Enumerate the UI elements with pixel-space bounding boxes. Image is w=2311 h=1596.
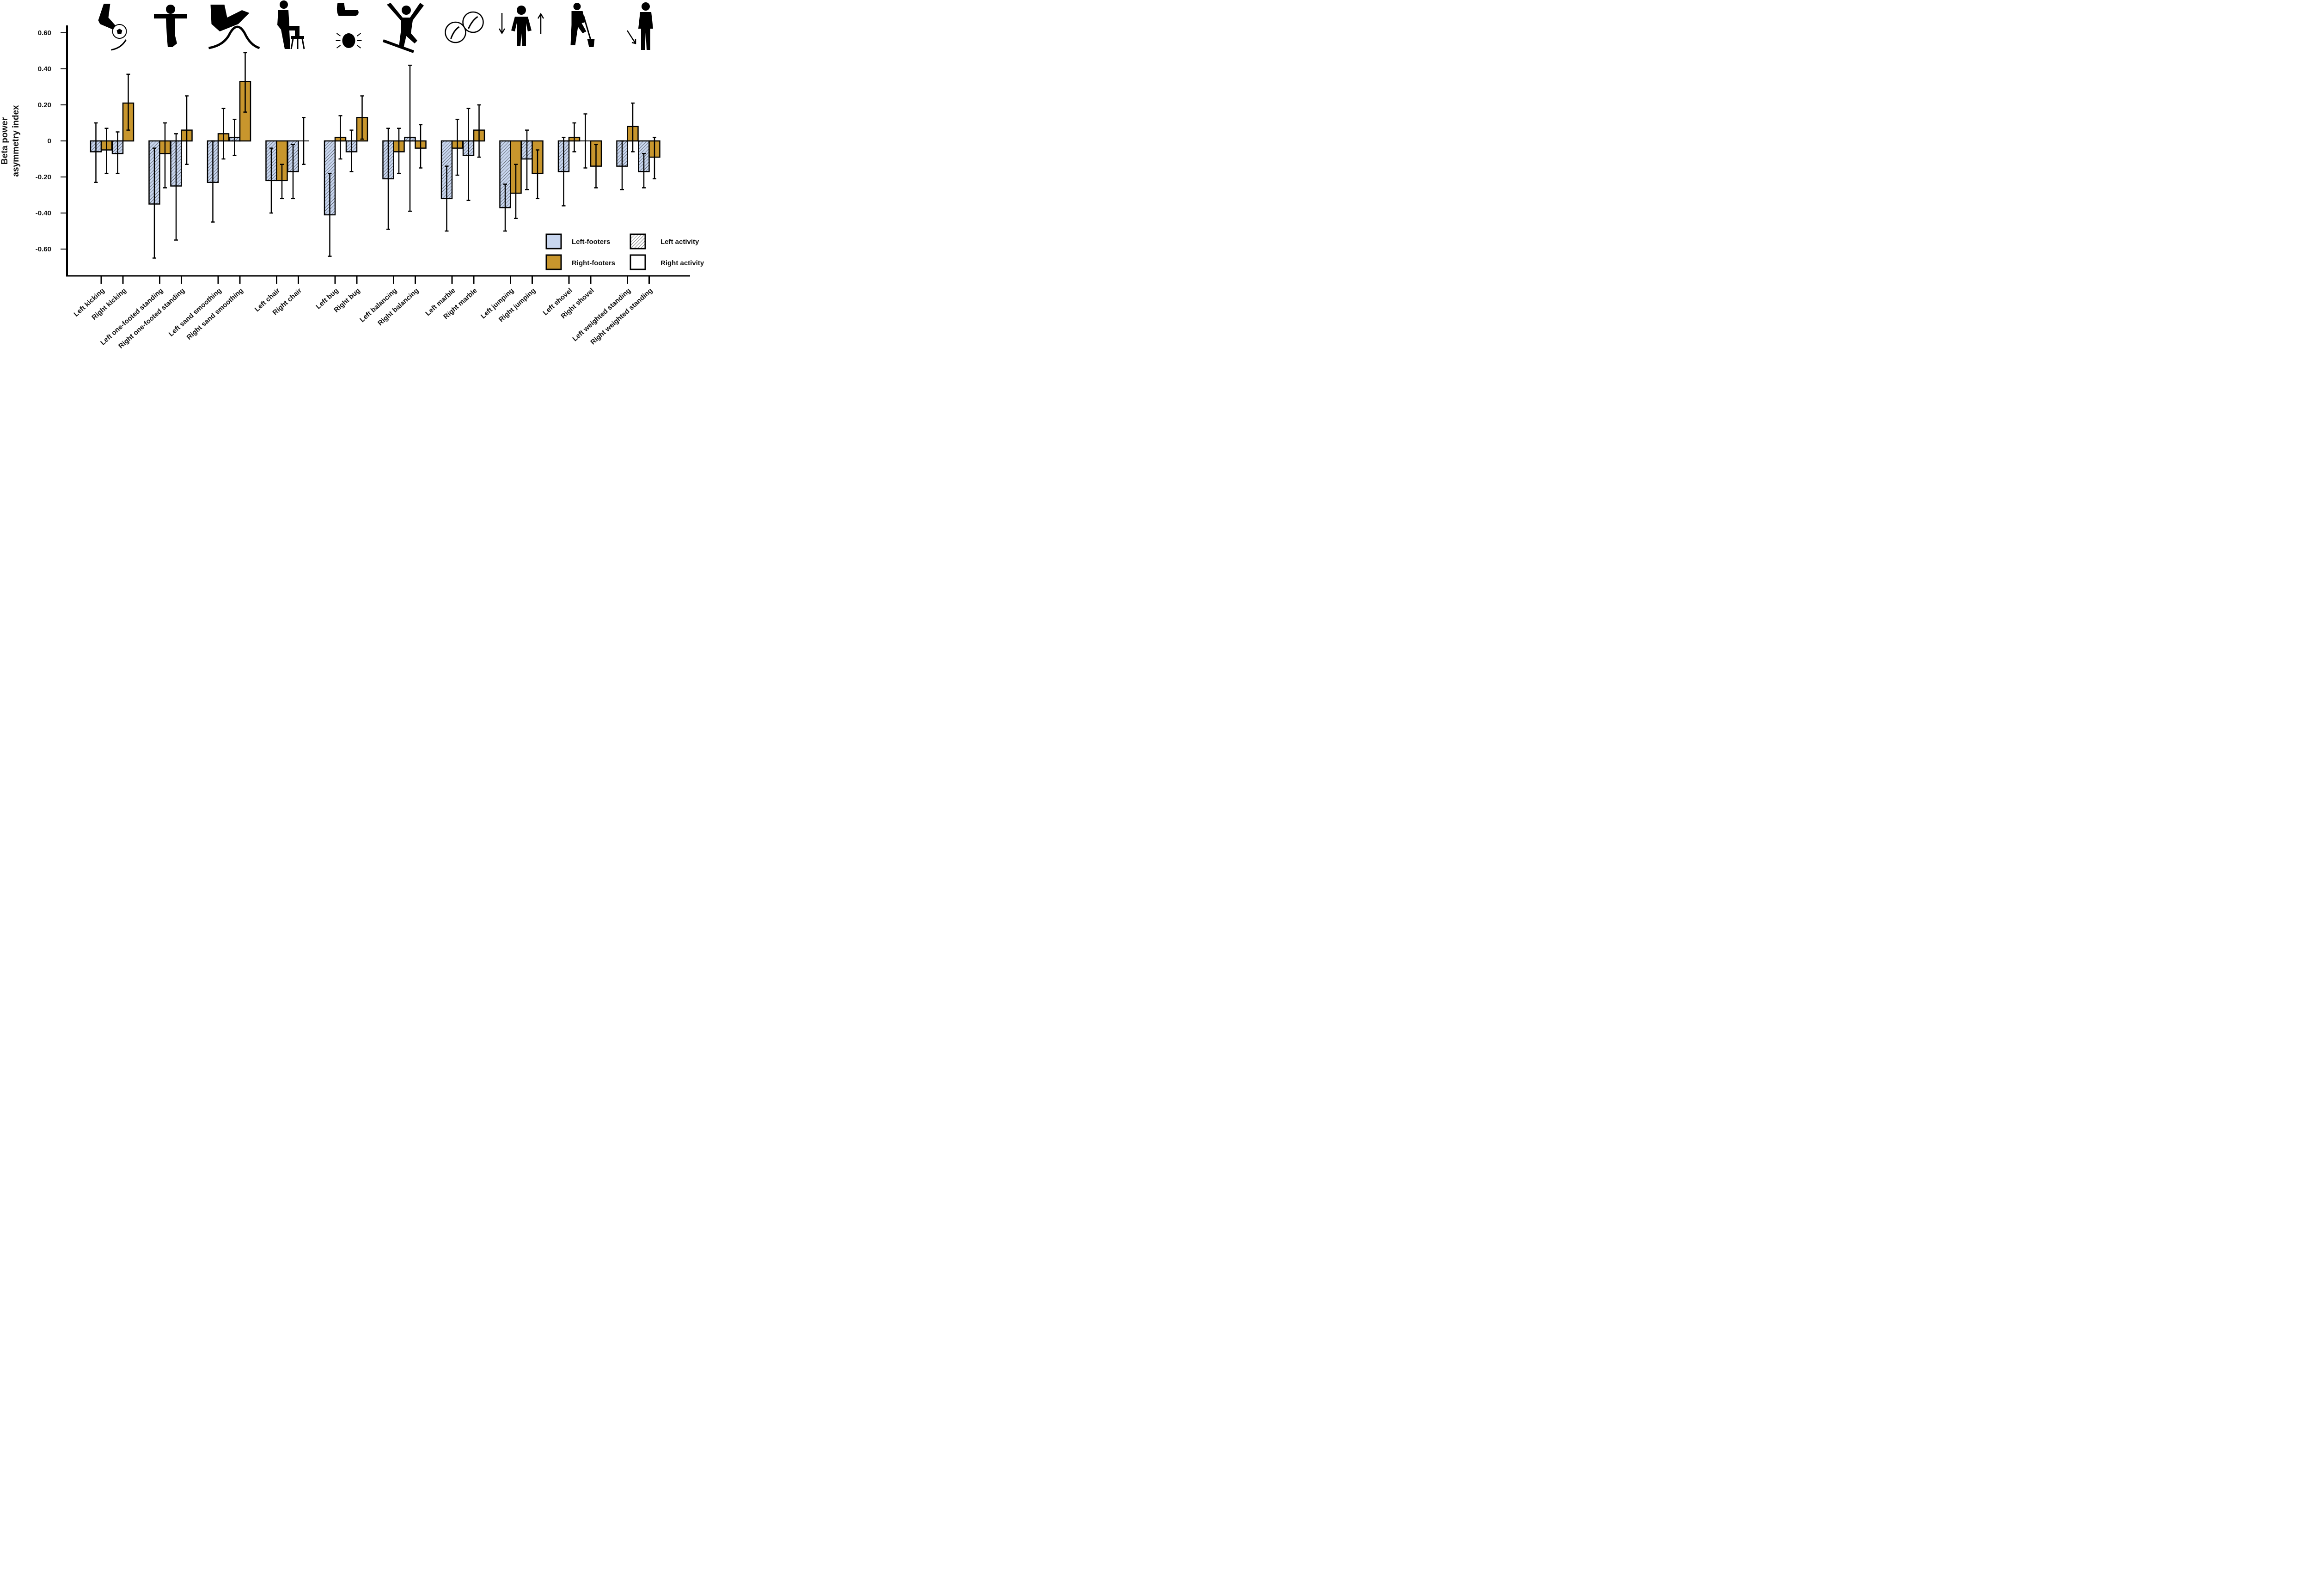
y-ticks: 0.60 0.40 0.20 0 -0.20 -0.40 -0.60	[36, 29, 67, 253]
error-bar-left-footers	[503, 183, 507, 232]
error-bar-left-footers	[94, 122, 98, 183]
error-bar-left-footers	[386, 128, 390, 230]
legend-swatch-left-footers	[545, 233, 562, 250]
error-bar-left-footers	[174, 133, 178, 241]
foot-bug-icon	[336, 3, 362, 49]
y-tick-label: -0.60	[36, 245, 51, 253]
error-bar-left-footers	[562, 136, 566, 207]
y-tick-label: 0.60	[38, 29, 51, 37]
error-bar-right-footers	[594, 144, 598, 189]
legend-item-left-activity: Left activity	[630, 233, 699, 250]
marbles-icon	[445, 11, 484, 43]
error-bar-left-footers	[525, 129, 529, 190]
x-tick-label: Right balancing	[376, 286, 420, 327]
error-bar-right-footers	[536, 149, 539, 200]
error-bar-left-footers	[408, 64, 412, 212]
error-bar-right-footers	[419, 124, 422, 169]
error-bar-left-footers	[642, 153, 646, 189]
kicking-ball-icon	[98, 4, 127, 51]
error-bar-right-footers	[631, 102, 635, 152]
legend-swatch-left-activity	[630, 233, 646, 250]
legend-item-right-footers: Right-footers	[545, 254, 615, 270]
error-bar-right-footers	[477, 104, 481, 158]
y-tick-label: -0.20	[36, 173, 51, 181]
legend-label-left-footers: Left-footers	[572, 238, 610, 246]
error-bar-left-footers	[153, 147, 156, 259]
y-axis-label-line-1: Beta power	[0, 117, 10, 164]
legend-label-right-footers: Right-footers	[572, 259, 615, 267]
error-bar-left-footers	[269, 147, 273, 214]
y-tick-label: 0	[48, 137, 51, 145]
error-bar-right-footers	[104, 128, 109, 174]
y-tick-label: -0.40	[36, 209, 51, 217]
legend-label-right-activity: Right activity	[660, 259, 704, 267]
error-bar-right-footers	[280, 164, 284, 200]
error-bar-left-footers	[116, 131, 120, 174]
error-bar-left-footers	[232, 118, 237, 156]
y-tick-label: 0.40	[38, 65, 51, 73]
y-axis-label-line-2: asymmetry index	[11, 105, 21, 177]
x-tick-label: Left balancing	[358, 286, 398, 324]
error-bar-right-footers	[243, 52, 247, 113]
error-bar-right-footers	[514, 164, 518, 219]
y-tick-label: 0.20	[38, 101, 51, 109]
weighted-standing-icon	[626, 2, 653, 50]
legend-label-left-activity: Left activity	[660, 238, 699, 246]
error-bar-right-footers	[572, 122, 576, 152]
error-bar-left-footers	[583, 113, 587, 169]
error-bar-left-footers	[291, 144, 295, 200]
bar-chart: Beta power asymmetry index 0.600.400.200…	[0, 0, 704, 350]
error-bar-right-footers	[126, 73, 130, 131]
activity-icons	[98, 0, 653, 53]
y-axis-label: Beta power asymmetry index	[0, 105, 21, 177]
x-tick-label: Right jumping	[497, 286, 537, 323]
error-bar-right-footers	[653, 136, 656, 180]
legend-item-left-footers: Left-footers	[545, 233, 610, 250]
error-bar-left-footers	[328, 172, 332, 257]
error-bar-right-footers	[338, 115, 342, 160]
error-bar-left-footers	[620, 140, 624, 190]
error-bar-right-footers	[397, 128, 401, 174]
error-bar-right-footers	[302, 117, 306, 165]
jumping-icon	[498, 6, 544, 46]
error-bar-right-footers	[185, 95, 189, 165]
shovel-icon	[570, 3, 595, 47]
one-footed-standing-icon	[154, 5, 187, 47]
legend-swatch-right-footers	[545, 254, 562, 270]
legend: Left-footers Left activity Right-footers…	[545, 233, 704, 270]
error-bar-left-footers	[466, 108, 471, 201]
balancing-icon	[382, 3, 424, 53]
error-bar-right-footers	[163, 122, 167, 189]
legend-swatch-right-activity	[630, 254, 646, 270]
error-bar-left-footers	[349, 129, 354, 172]
chair-step-icon	[277, 0, 305, 49]
sand-smoothing-foot-icon	[208, 5, 260, 49]
error-bar-left-footers	[445, 165, 449, 232]
bars	[90, 52, 660, 259]
legend-item-right-activity: Right activity	[630, 254, 704, 270]
error-bar-right-footers	[221, 108, 226, 160]
error-bar-right-footers	[455, 118, 459, 176]
error-bar-right-footers	[360, 95, 364, 140]
error-bar-left-footers	[211, 140, 215, 223]
